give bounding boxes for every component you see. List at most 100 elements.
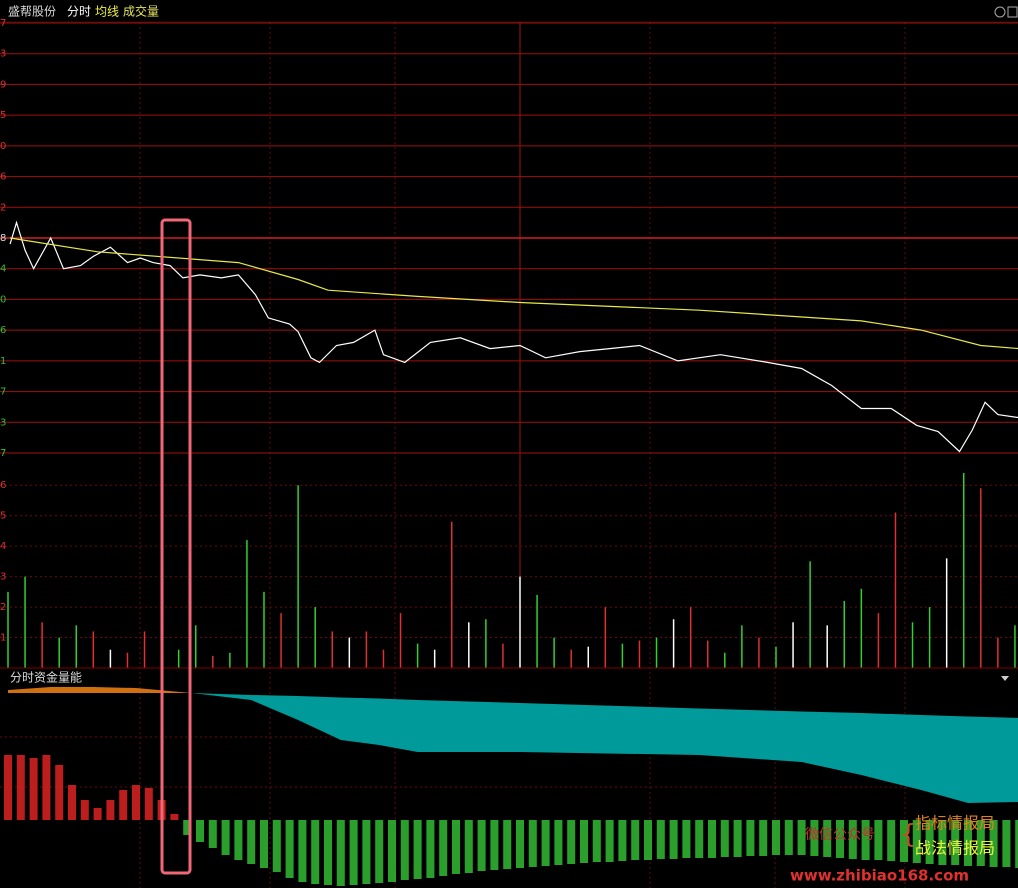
price-tick-label: 2	[0, 202, 6, 213]
price-tick-label: 0	[0, 141, 6, 152]
fund-bar	[669, 820, 678, 859]
fund-bar	[772, 820, 780, 855]
fund-bar	[413, 820, 422, 879]
fund-bar	[42, 755, 51, 820]
zoom-icon[interactable]	[994, 6, 1006, 18]
vol-label[interactable]: 成交量	[123, 4, 159, 19]
fund-bar	[964, 820, 972, 866]
fund-bar	[336, 820, 345, 886]
fund-bar	[976, 820, 985, 866]
fund-bar	[452, 820, 460, 874]
volume-tick-label: 1	[0, 633, 6, 644]
fund-bar	[55, 765, 64, 820]
fund-bar	[234, 820, 243, 860]
price-tick-label: 3	[0, 49, 6, 60]
fund-bar	[298, 820, 307, 882]
price-tick-label: 8	[0, 233, 6, 244]
fund-bar	[93, 808, 102, 820]
volume-tick-label: 3	[0, 572, 6, 583]
fund-bar	[1002, 820, 1011, 867]
fund-bar	[618, 820, 627, 861]
fund-bar	[695, 820, 704, 858]
fund-bar	[106, 800, 115, 820]
fund-bar	[708, 820, 716, 858]
fund-bar	[516, 820, 524, 868]
fund-bar	[388, 820, 396, 882]
fund-bar	[528, 820, 537, 867]
fund-bar	[631, 820, 640, 860]
window-icon[interactable]	[1007, 6, 1018, 18]
watermark-url: www.zhibiao168.com	[790, 867, 969, 885]
price-tick-label: 1	[0, 356, 6, 367]
fund-bar	[477, 820, 486, 871]
fund-bar	[285, 820, 294, 878]
fund-bar	[900, 820, 908, 862]
fund-bar	[580, 820, 588, 863]
fund-bar	[989, 820, 998, 867]
price-tick-label: 7	[0, 448, 6, 459]
fund-bar	[836, 820, 844, 858]
mode-label[interactable]: 分时	[67, 5, 91, 19]
fund-bar	[810, 820, 819, 856]
watermark-name2: 战法情报局	[915, 839, 995, 858]
fund-bar	[349, 820, 358, 885]
fund-bar	[375, 820, 384, 883]
fund-area	[191, 693, 1018, 803]
fund-bar	[759, 820, 768, 856]
volume-tick-label: 6	[0, 480, 6, 491]
fund-bar	[490, 820, 499, 870]
watermark-wechat: 微信公众号	[805, 827, 875, 843]
fund-bar	[221, 820, 230, 855]
fund-bar	[464, 820, 473, 873]
fund-bar	[720, 820, 729, 857]
fund-bar	[644, 820, 652, 860]
price-tick-label: 5	[0, 110, 6, 121]
fund-bar	[861, 820, 870, 860]
fund-bar	[196, 820, 204, 842]
volume-tick-label: 4	[0, 541, 6, 552]
fund-bar	[324, 820, 332, 885]
price-tick-label: 6	[0, 325, 6, 336]
fund-bar	[567, 820, 576, 864]
price-line	[9, 220, 1018, 453]
fund-bar	[554, 820, 563, 865]
fund-bar	[592, 820, 601, 862]
watermark-brace: {	[900, 820, 917, 850]
fund-title: 分时资金量能	[10, 670, 82, 685]
fund-bar	[746, 820, 755, 856]
price-tick-label: 3	[0, 417, 6, 428]
fund-bar	[208, 820, 217, 848]
panel-menu[interactable]	[1001, 676, 1009, 681]
fund-bar	[823, 820, 832, 857]
price-tick-label: 7	[0, 18, 6, 29]
fund-bar	[260, 820, 268, 868]
fund-bar	[938, 820, 947, 865]
price-tick-label: 6	[0, 172, 6, 183]
fund-bar	[247, 820, 256, 864]
fund-bar	[605, 820, 614, 862]
fund-bar	[132, 785, 140, 820]
fund-bar	[503, 820, 512, 869]
fund-bar	[848, 820, 857, 859]
fund-bar	[797, 820, 806, 855]
price-tick-label: 4	[0, 264, 6, 275]
fund-bar	[16, 755, 25, 820]
fund-bar	[183, 820, 192, 835]
fund-bar	[656, 820, 665, 859]
volume-tick-label: 5	[0, 511, 6, 522]
fund-bar	[925, 820, 934, 864]
fund-bar	[68, 785, 76, 820]
fund-area	[8, 687, 192, 693]
fund-bar	[541, 820, 550, 866]
fund-bar	[912, 820, 921, 863]
fund-bar	[80, 800, 89, 820]
fund-bar	[400, 820, 409, 880]
price-tick-label: 9	[0, 79, 6, 90]
fund-bar	[951, 820, 960, 865]
avg-label[interactable]: 均线	[95, 5, 119, 19]
fund-bar	[1015, 820, 1018, 868]
fund-bar	[784, 820, 793, 855]
fund-bar	[733, 820, 742, 857]
fund-bar	[272, 820, 281, 872]
